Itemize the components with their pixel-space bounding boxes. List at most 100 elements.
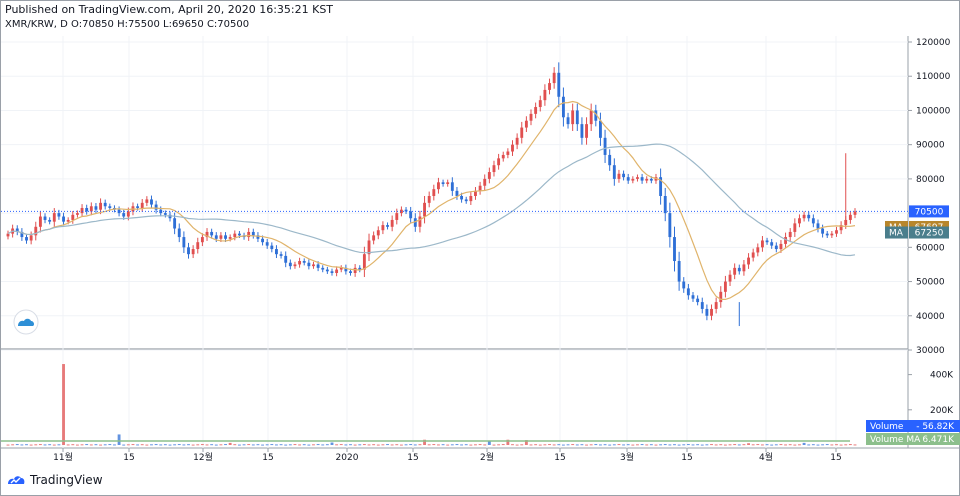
ma-tag-label-box <box>885 226 908 239</box>
moving-average-slow-line <box>7 143 856 257</box>
candle-body <box>710 308 713 316</box>
tradingview-logo-icon <box>8 476 25 484</box>
volume-bar <box>645 444 649 446</box>
candle-body <box>825 233 829 236</box>
candle-body <box>575 110 579 125</box>
candle-body <box>362 254 366 270</box>
volume-bar <box>196 444 200 446</box>
candle-body <box>168 214 172 219</box>
candle-body <box>571 110 575 125</box>
volume-bar <box>94 444 98 446</box>
candle-body <box>43 216 47 220</box>
candle-body <box>821 228 825 234</box>
volume-tick-label: 200K <box>930 406 954 416</box>
volume-bar <box>182 444 186 446</box>
volume-bar <box>835 444 838 446</box>
candle-body <box>839 225 843 231</box>
volume-bar <box>807 444 811 446</box>
candle-body <box>413 218 417 227</box>
candle-body <box>307 262 311 267</box>
volume-bar <box>376 444 380 446</box>
volume-bar <box>312 444 315 446</box>
volume-bar <box>265 444 269 446</box>
candle-body <box>686 288 690 296</box>
low-value: L:69650 <box>163 19 204 30</box>
candle-body <box>640 177 644 181</box>
volume-bar <box>538 444 542 446</box>
volume-bar <box>691 444 695 446</box>
candle-body <box>612 165 616 179</box>
volume-bar <box>321 444 325 446</box>
price-tick-label: 100000 <box>916 106 951 116</box>
volume-bar <box>173 444 177 446</box>
volume-bar <box>654 444 658 446</box>
candle-body <box>29 235 33 241</box>
volume-bar <box>441 444 445 446</box>
volume-tag-label: Volume <box>870 422 904 432</box>
volume-tag-value: - 6.471K <box>916 435 955 445</box>
candle-body <box>566 117 570 125</box>
open-value: O:70850 <box>71 19 114 30</box>
volume-bar <box>626 444 630 446</box>
candle-body <box>284 255 288 263</box>
volume-bar <box>316 444 320 446</box>
candle-body <box>622 173 626 178</box>
volume-bar <box>455 444 459 446</box>
volume-bar <box>483 444 487 446</box>
volume-tag-value: - 56.82K <box>916 422 955 432</box>
volume-bar <box>418 444 422 446</box>
volume-bar <box>682 444 686 446</box>
volume-bar <box>631 444 635 446</box>
volume-bar <box>446 444 450 446</box>
volume-bar <box>233 444 237 446</box>
candle-body <box>765 240 769 243</box>
volume-bar <box>205 444 209 446</box>
time-tick-label: 2020 <box>336 453 359 463</box>
candle-body <box>589 110 593 125</box>
volume-bar <box>575 444 579 446</box>
volume-bar <box>487 441 491 445</box>
volume-bar <box>788 444 792 446</box>
candle-body <box>636 177 639 179</box>
volume-bar <box>774 444 778 446</box>
volume-bar <box>237 444 241 446</box>
price-tick-label: 50000 <box>916 278 945 288</box>
volume-bar <box>62 364 65 445</box>
candle-body <box>848 214 852 220</box>
candle-body <box>312 264 315 267</box>
candle-body <box>233 233 237 238</box>
volume-bar <box>168 444 172 446</box>
candle-body <box>561 96 565 118</box>
candle-body <box>219 235 223 239</box>
volume-bar <box>140 444 144 446</box>
volume-bar <box>48 444 52 446</box>
volume-bar <box>474 444 477 446</box>
candle-body <box>293 264 297 267</box>
candle-body <box>66 219 70 222</box>
candle-body <box>48 219 52 222</box>
price-tag-value: 70500 <box>915 207 944 217</box>
volume-bar <box>696 444 700 446</box>
volume-bar <box>108 444 112 446</box>
candle-body <box>108 206 112 208</box>
volume-bar <box>427 444 431 446</box>
volume-bar <box>43 444 47 446</box>
candle-body <box>677 261 681 282</box>
volume-bar <box>686 444 690 446</box>
volume-bar <box>649 444 653 446</box>
volume-bar <box>636 444 639 446</box>
candle-body <box>691 295 695 299</box>
symbol-label: XMR/KRW, D <box>5 19 68 30</box>
candle-body <box>469 196 473 202</box>
footer-brand[interactable]: TradingView <box>6 473 103 487</box>
volume-bar <box>784 444 788 446</box>
candle-body <box>34 226 38 236</box>
volume-bar <box>25 444 28 446</box>
candle-body <box>344 267 348 272</box>
candle-body <box>25 237 28 241</box>
candle-body <box>608 154 612 166</box>
candle-body <box>85 207 89 212</box>
candle-body <box>191 249 195 255</box>
candle-body <box>288 262 292 267</box>
